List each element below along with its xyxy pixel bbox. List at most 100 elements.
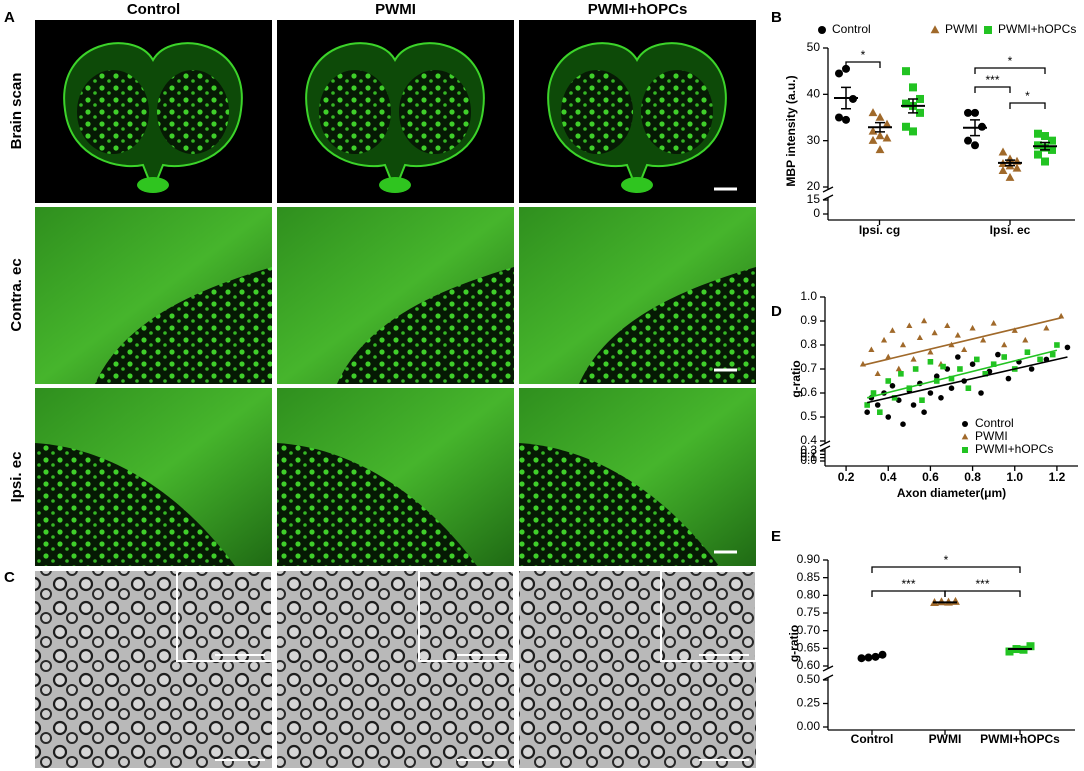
point	[835, 69, 843, 78]
point	[916, 108, 924, 117]
striatum-region	[35, 443, 235, 566]
point	[948, 385, 955, 392]
fit-line	[862, 317, 1062, 366]
legend-label: Control	[975, 416, 1014, 430]
point	[957, 366, 963, 372]
point	[874, 370, 881, 377]
y-tick-label: 0.60	[797, 658, 821, 672]
panel-label: C	[4, 569, 15, 586]
point	[885, 414, 892, 420]
point	[889, 327, 896, 333]
point	[902, 67, 910, 76]
y-tick-label: 0.80	[797, 588, 821, 602]
point	[1011, 327, 1018, 333]
point	[998, 147, 1008, 156]
ventricle	[379, 177, 411, 193]
y-tick-label: 0.85	[797, 570, 821, 584]
panel-label: E	[771, 528, 781, 545]
em-inset	[176, 570, 273, 662]
legend-label: PWMI+hOPCs	[975, 442, 1053, 456]
x-tick-label: 0.8	[964, 470, 981, 484]
point	[919, 397, 925, 403]
x-tick-label: PWMI	[929, 732, 962, 746]
point	[906, 322, 913, 329]
point	[868, 108, 878, 117]
point	[916, 94, 924, 103]
fit-line	[866, 349, 1058, 399]
y-tick-label: 0.3	[800, 443, 817, 457]
point	[895, 397, 902, 404]
point	[900, 421, 906, 428]
significance-bracket	[845, 61, 881, 68]
y-tick-label: 0.90	[797, 552, 821, 566]
ventricle	[621, 177, 653, 193]
point	[1054, 342, 1060, 348]
point	[1001, 341, 1008, 348]
point	[948, 375, 955, 382]
y-tick-label: 0.7	[800, 361, 817, 375]
point	[875, 145, 885, 154]
significance-label: *	[944, 553, 949, 567]
significance-label: *	[1025, 89, 1030, 103]
significance-bracket	[974, 67, 1046, 74]
point	[955, 354, 961, 360]
legend-marker	[930, 25, 940, 34]
x-tick-label: 0.6	[922, 470, 939, 484]
point	[971, 141, 979, 150]
point	[1034, 129, 1042, 138]
point	[971, 108, 979, 117]
point	[1037, 356, 1043, 363]
significance-label: ***	[975, 577, 989, 591]
point	[944, 322, 951, 329]
striatum-region	[337, 267, 514, 384]
point	[1048, 145, 1056, 154]
y-tick-label: 0.2	[800, 447, 817, 461]
point	[964, 136, 972, 145]
x-tick-label: 1.0	[1006, 470, 1023, 484]
point	[938, 395, 944, 401]
point	[891, 395, 898, 401]
significance-bracket	[871, 566, 1021, 573]
point	[910, 402, 917, 408]
point	[859, 360, 867, 367]
y-axis-title: MBP intensity (a.u.)	[784, 75, 798, 186]
y-tick-label: 0.65	[797, 641, 821, 655]
y-tick-label: 0.50	[797, 672, 821, 686]
point	[969, 324, 976, 331]
y-tick-label: 0.8	[800, 337, 817, 351]
striatum	[319, 70, 391, 154]
point	[1043, 324, 1050, 331]
point	[965, 385, 972, 391]
point	[1022, 336, 1029, 343]
significance-label: *	[861, 48, 866, 62]
row-label: Contra. ec	[8, 258, 25, 331]
significance-label: ***	[985, 73, 999, 87]
point	[921, 409, 927, 416]
point	[916, 334, 923, 341]
y-tick-label: 0.9	[800, 313, 817, 327]
point	[868, 346, 875, 353]
point	[990, 320, 997, 326]
point	[895, 365, 902, 372]
y-tick-label: 0.00	[797, 719, 821, 733]
point	[982, 371, 989, 377]
point	[1012, 163, 1022, 172]
error-bar	[841, 86, 851, 110]
point	[842, 64, 850, 73]
legend-marker	[962, 447, 968, 453]
point	[885, 353, 892, 360]
point	[912, 366, 919, 372]
axis-break	[819, 440, 831, 447]
axis-break	[822, 674, 834, 681]
striatum	[399, 70, 471, 154]
point	[940, 363, 946, 370]
point	[864, 409, 870, 416]
y-tick-label: 0.25	[797, 696, 821, 710]
point	[1041, 132, 1049, 141]
point	[882, 133, 892, 142]
panel-label: A	[4, 9, 15, 26]
error-bar	[908, 98, 918, 114]
error-bar	[875, 121, 885, 133]
point	[969, 361, 976, 368]
point	[902, 99, 910, 108]
